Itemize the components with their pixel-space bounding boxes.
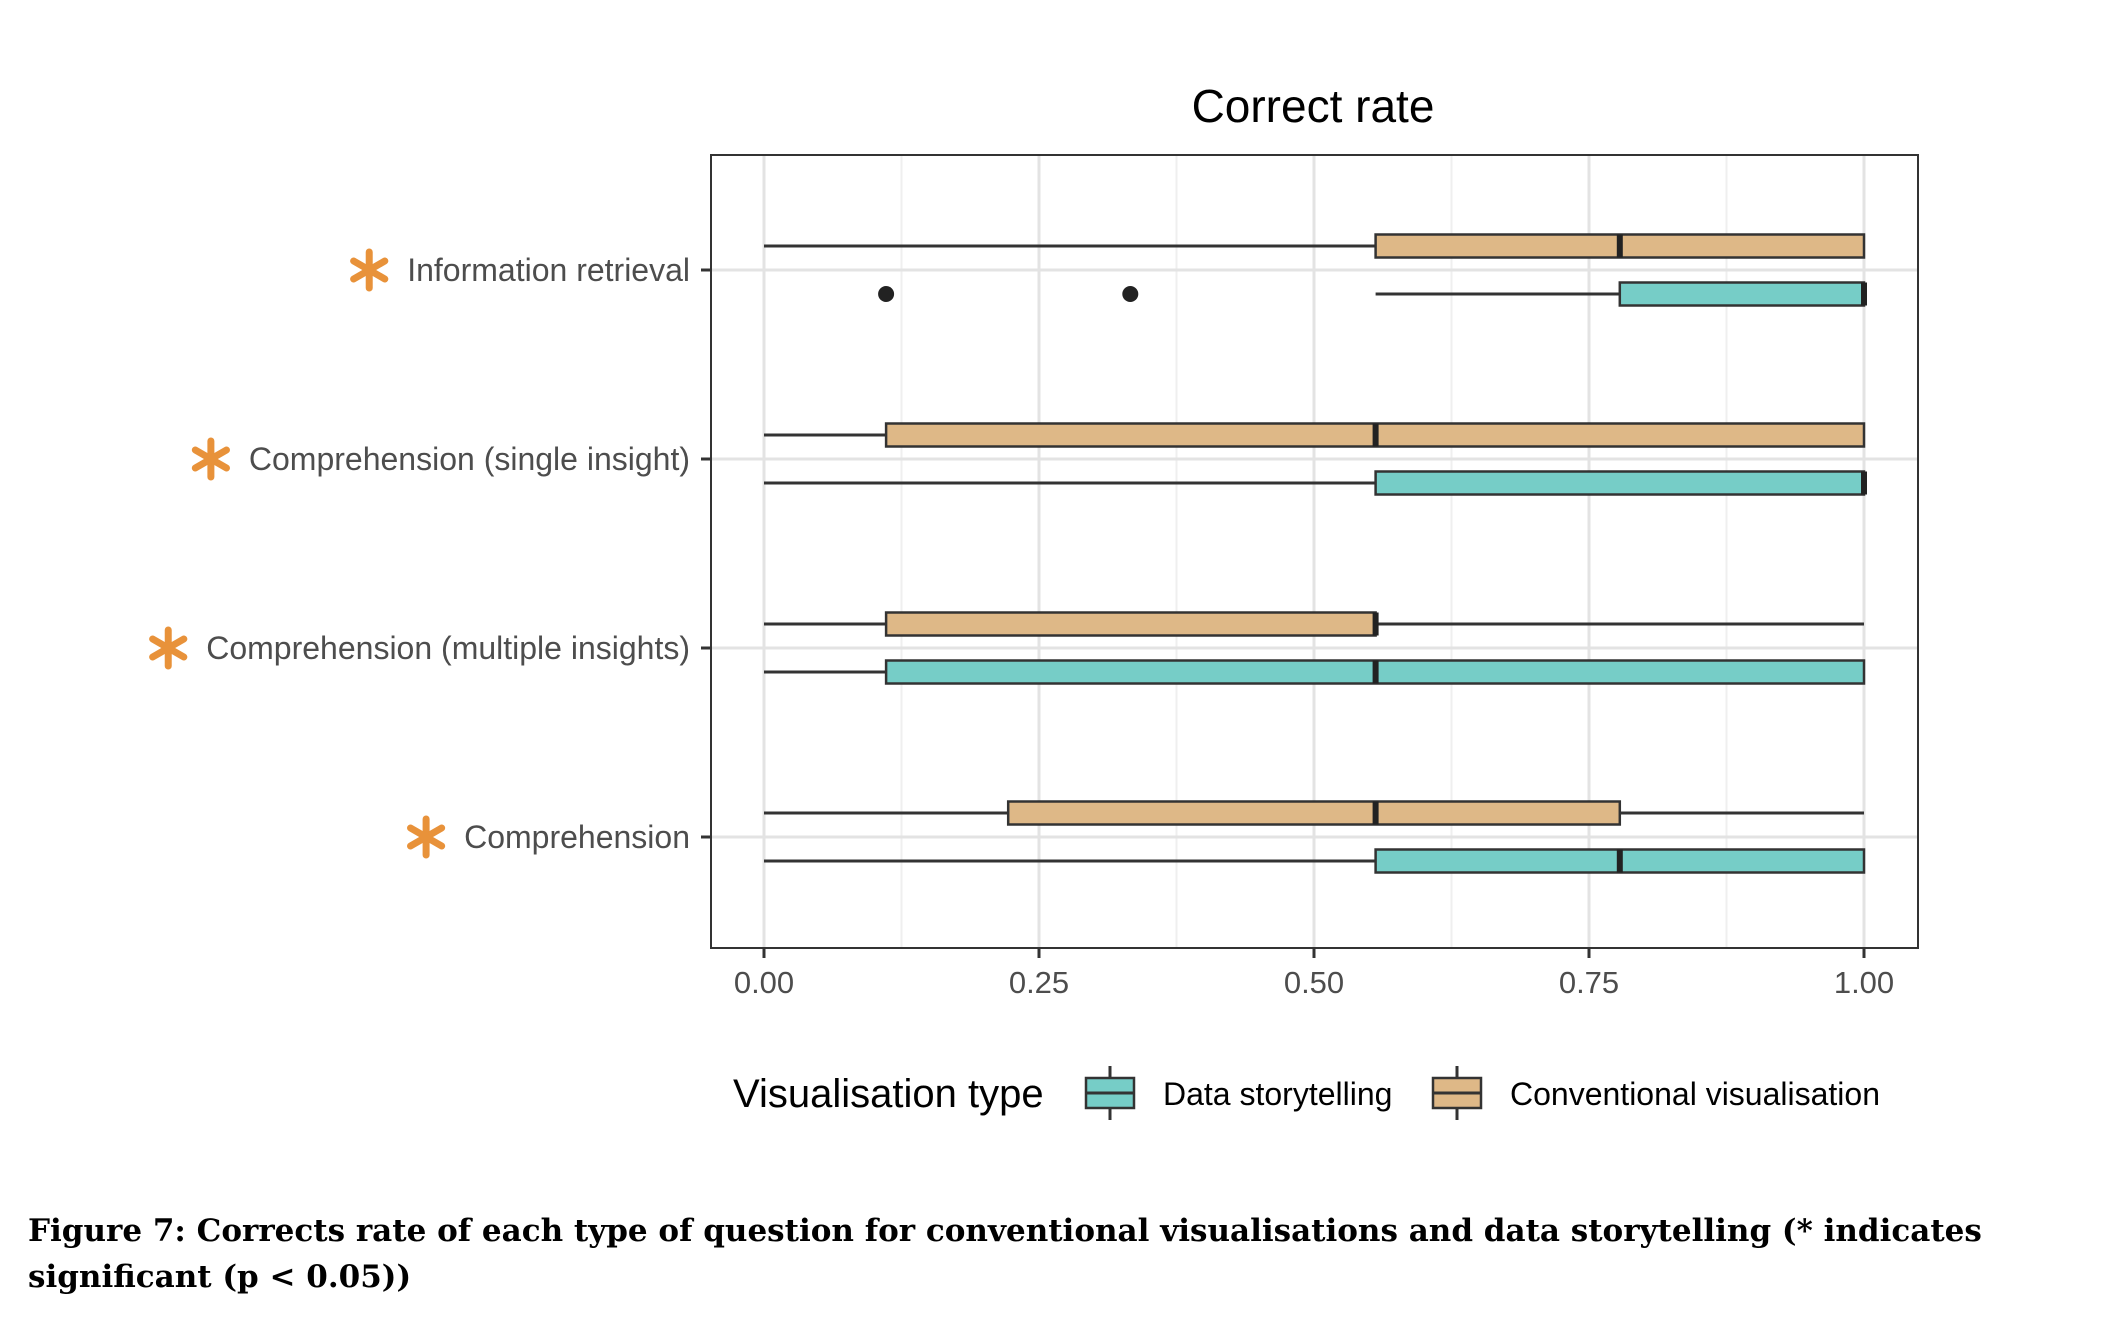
category-label: Information retrieval <box>407 252 690 288</box>
category-label: Comprehension <box>464 819 690 855</box>
box-iqr <box>1374 470 1866 496</box>
significance-asterisk <box>350 248 389 292</box>
asterisk-stroke <box>191 446 230 472</box>
outlier-point <box>1122 286 1139 302</box>
legend-title: Visualisation type <box>733 1072 1044 1116</box>
legend-label: Data storytelling <box>1163 1076 1392 1112</box>
outlier-point <box>878 286 895 302</box>
category-label: Comprehension (multiple insights) <box>206 630 690 666</box>
legend-label: Conventional visualisation <box>1510 1076 1880 1112</box>
x-tick-label: 1.00 <box>1834 965 1894 1000</box>
x-tick-label: 0.00 <box>734 965 794 1000</box>
box-conventional-visualisation <box>764 233 1866 259</box>
box-data-storytelling <box>764 848 1866 874</box>
x-tick-label: 0.50 <box>1284 965 1344 1000</box>
box-data-storytelling <box>764 470 1867 496</box>
legend-key: Data storytelling <box>1084 1066 1392 1120</box>
asterisk-stroke <box>407 824 446 850</box>
grid-lines <box>711 155 1918 948</box>
box-conventional-visualisation <box>764 800 1864 826</box>
x-tick-label: 0.25 <box>1009 965 1069 1000</box>
figure-caption: Figure 7: Corrects rate of each type of … <box>28 1213 1982 1295</box>
asterisk-stroke <box>350 257 389 283</box>
boxes <box>764 233 1867 874</box>
asterisk-stroke <box>149 635 188 661</box>
legend-key: Conventional visualisation <box>1431 1066 1880 1120</box>
chart: Correct rate Information retrieval*Compr… <box>149 80 1919 1120</box>
chart-title: Correct rate <box>1192 80 1435 132</box>
box-iqr <box>1618 281 1866 307</box>
legend: Visualisation type Data storytelling Conv… <box>733 1066 1880 1120</box>
significance-asterisk <box>407 815 446 859</box>
x-tick-label: 0.75 <box>1559 965 1619 1000</box>
significance-asterisk <box>149 626 188 670</box>
significance-asterisk <box>191 437 230 481</box>
x-axis-ticks: 0.00 0.25 0.50 0.75 1.00 <box>734 948 1894 1000</box>
category-labels: Information retrieval*Comprehension (sin… <box>149 248 711 859</box>
box-iqr <box>884 611 1377 637</box>
category-label: Comprehension (single insight) <box>249 441 690 477</box>
box-conventional-visualisation <box>764 422 1866 448</box>
box-iqr <box>1006 800 1622 826</box>
box-conventional-visualisation <box>764 611 1864 637</box>
box-data-storytelling <box>878 281 1867 307</box>
box-data-storytelling <box>764 659 1866 685</box>
